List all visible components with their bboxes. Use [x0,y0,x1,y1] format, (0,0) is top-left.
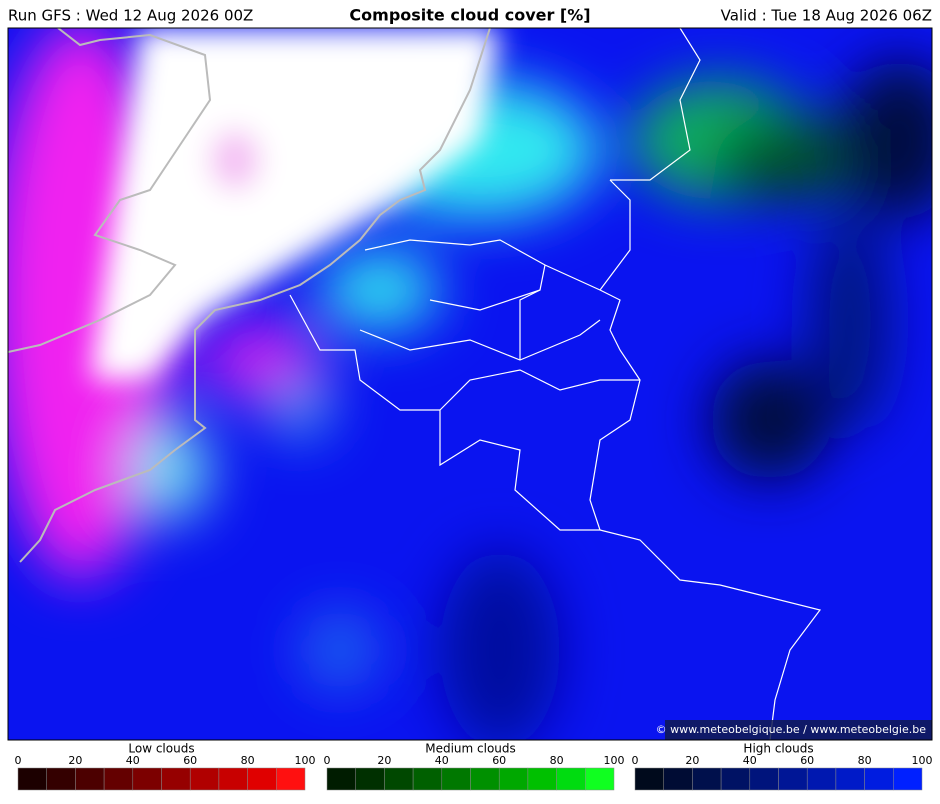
colorbar-swatch [893,767,923,791]
map-title: Composite cloud cover [%] [349,6,590,25]
colorbar-tick-label: 40 [743,754,757,767]
colorbar-swatch [441,767,471,791]
colorbar-title: Low clouds [128,742,194,756]
colorbar-tick-label: 60 [492,754,506,767]
colorbar-tick-label: 60 [800,754,814,767]
colorbar-tick-label: 80 [858,754,872,767]
colorbar-tick-label: 100 [295,754,316,767]
colorbar-title: Medium clouds [425,742,516,756]
colorbar-swatch [218,767,248,791]
colorbar-swatch [749,767,779,791]
colorbar-swatch [384,767,414,791]
colorbar-swatch [412,767,443,791]
colorbar-tick-label: 20 [377,754,391,767]
colorbar-swatch [276,767,306,791]
colorbar-swatch [470,767,500,791]
colorbar-tick-label: 80 [550,754,564,767]
colorbar-tick-label: 0 [15,754,22,767]
colorbar-swatch [835,767,865,791]
colorbar-swatch [498,767,529,791]
colorbar-title: High clouds [743,742,813,756]
colorbar-swatch [720,767,751,791]
colorbar-swatch [527,767,557,791]
colorbar-tick-label: 40 [126,754,140,767]
colorbar-tick-label: 100 [912,754,933,767]
map-frame [7,27,933,741]
colorbar-tick-label: 20 [685,754,699,767]
colorbar-swatch [17,767,47,791]
valid-label: Valid : Tue 18 Aug 2026 06Z [721,7,932,25]
clear-sky [90,28,500,380]
colorbar-swatch [46,767,76,791]
run-label: Run GFS : Wed 12 Aug 2026 00Z [8,7,253,25]
colorbar-tick-label: 0 [324,754,331,767]
colorbar-tick-label: 0 [632,754,639,767]
colorbar-swatch [132,767,162,791]
colorbar-swatch [806,767,837,791]
cloud-field: © www.meteobelgique.be / www.meteobelgie… [8,28,932,740]
colorbar-swatch [355,767,385,791]
credit: © www.meteobelgique.be / www.meteobelgie… [656,723,927,736]
colorbar-swatch [634,767,664,791]
colorbar-tick-label: 60 [183,754,197,767]
coastline [8,28,491,563]
colorbar-swatch [663,767,693,791]
colorbar-tick-label: 40 [435,754,449,767]
credit-box [665,720,932,740]
colorbar-swatch [778,767,808,791]
colorbar-swatch [103,767,134,791]
colorbar-swatch [75,767,105,791]
colorbar-swatch [864,767,894,791]
colorbar-swatch [692,767,722,791]
colorbar-swatch [247,767,277,791]
colorbar-swatch [189,767,220,791]
colorbar-swatch [326,767,356,791]
colorbar-tick-label: 20 [68,754,82,767]
borders [289,28,822,740]
colorbar-swatch [556,767,586,791]
colorbar-tick-label: 100 [604,754,625,767]
colorbars: Low clouds 0 20 40 60 80 100 Medium clouds 0 20 40… [15,742,933,791]
colorbar-tick-label: 80 [241,754,255,767]
colorbar-swatch [585,767,615,791]
colorbar-swatch [161,767,191,791]
